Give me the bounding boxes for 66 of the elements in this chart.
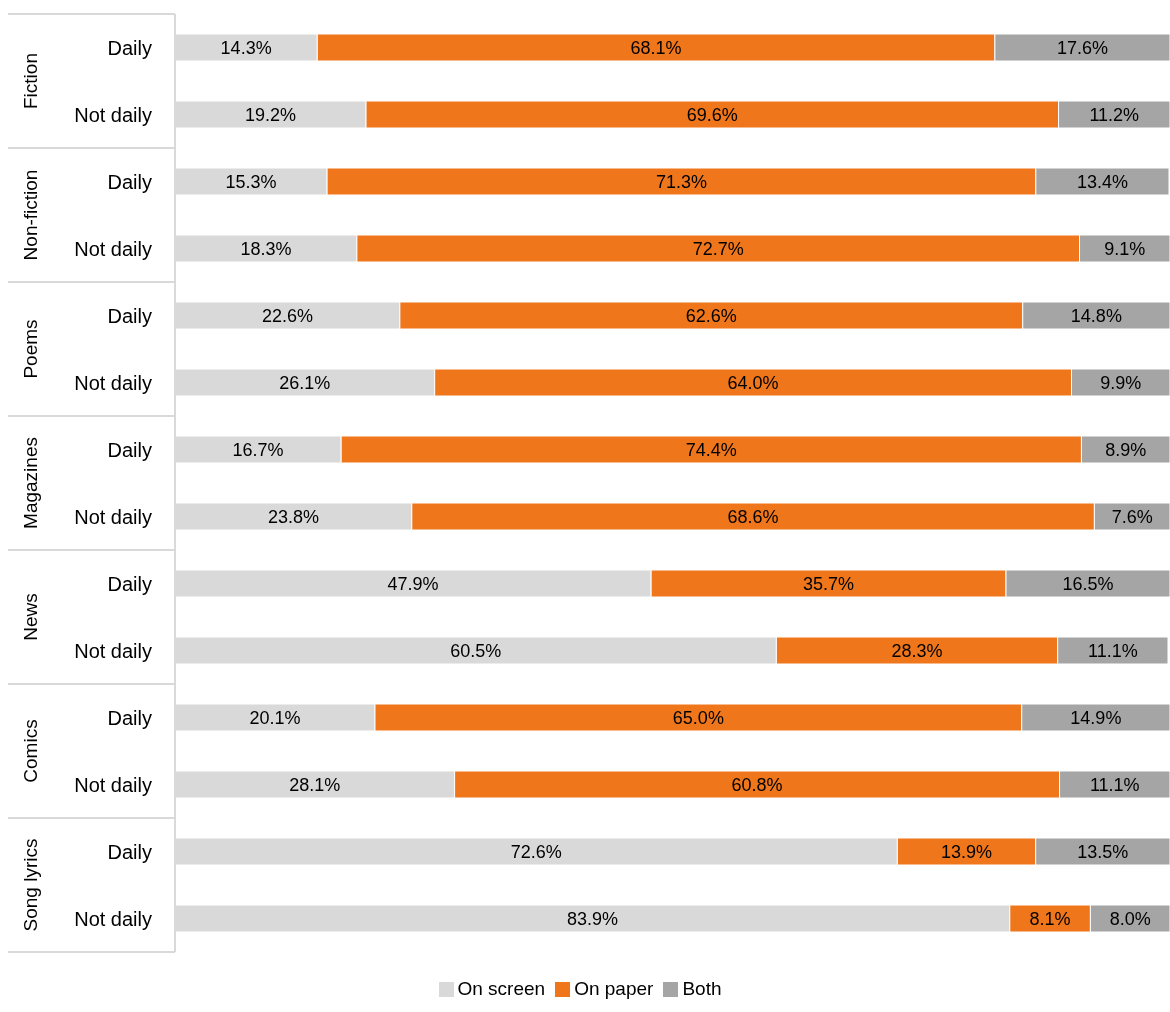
- data-label: 16.7%: [232, 439, 284, 460]
- data-label: 7.6%: [1111, 506, 1153, 527]
- data-label: 60.8%: [731, 774, 783, 795]
- y-tick-label: Daily: [107, 304, 152, 327]
- data-label: 9.1%: [1104, 238, 1146, 259]
- data-label: 8.1%: [1029, 908, 1071, 929]
- data-label: 28.3%: [891, 640, 943, 661]
- data-label: 13.5%: [1077, 841, 1129, 862]
- data-label: 47.9%: [387, 573, 439, 594]
- y-tick-label: Not daily: [74, 371, 152, 394]
- data-label: 22.6%: [261, 305, 313, 326]
- data-label: 68.6%: [727, 506, 779, 527]
- data-label: 71.3%: [655, 171, 707, 192]
- y-tick-label: Daily: [107, 706, 152, 729]
- y-tick-label: Not daily: [74, 639, 152, 662]
- y-axis-title: Fiction: [19, 53, 41, 109]
- data-label: 83.9%: [566, 908, 618, 929]
- data-label: 8.9%: [1105, 439, 1147, 460]
- y-axis-title: Non-fiction: [19, 169, 41, 261]
- data-label: 13.9%: [941, 841, 993, 862]
- y-tick-label: Not daily: [74, 237, 152, 260]
- y-tick-label: Daily: [107, 572, 152, 595]
- data-label: 23.8%: [267, 506, 319, 527]
- y-tick-label: Not daily: [74, 505, 152, 528]
- data-label: 8.0%: [1109, 908, 1151, 929]
- data-label: 11.1%: [1087, 640, 1138, 661]
- data-label: 72.7%: [692, 238, 744, 259]
- data-label: 14.9%: [1070, 707, 1122, 728]
- y-axis-title: News: [19, 593, 41, 641]
- y-tick-label: Not daily: [74, 103, 152, 126]
- legend-label: On screen: [457, 978, 546, 999]
- y-axis-title: Magazines: [19, 437, 41, 529]
- data-label: 72.6%: [510, 841, 562, 862]
- data-label: 11.1%: [1089, 774, 1140, 795]
- data-label: 19.2%: [245, 104, 297, 125]
- y-tick-label: Daily: [107, 840, 152, 863]
- y-tick-label: Daily: [107, 170, 152, 193]
- data-label: 15.3%: [225, 171, 277, 192]
- data-label: 69.6%: [686, 104, 738, 125]
- data-label: 35.7%: [803, 573, 855, 594]
- data-label: 65.0%: [672, 707, 724, 728]
- data-label: 9.9%: [1100, 372, 1142, 393]
- y-tick-label: Daily: [107, 438, 152, 461]
- y-tick-label: Not daily: [74, 907, 152, 930]
- y-axis-title: Comics: [19, 719, 41, 783]
- data-label: 16.5%: [1062, 573, 1114, 594]
- data-label: 26.1%: [279, 372, 331, 393]
- data-label: 14.8%: [1070, 305, 1122, 326]
- data-label: 17.6%: [1056, 37, 1108, 58]
- data-label: 60.5%: [450, 640, 502, 661]
- data-label: 11.2%: [1089, 104, 1140, 125]
- legend-label: Both: [682, 978, 722, 999]
- y-tick-label: Daily: [107, 36, 152, 59]
- data-label: 14.3%: [220, 37, 272, 58]
- data-label: 13.4%: [1076, 171, 1128, 192]
- data-label: 74.4%: [685, 439, 737, 460]
- data-label: 20.1%: [249, 707, 301, 728]
- data-label: 62.6%: [685, 305, 737, 326]
- data-label: 28.1%: [289, 774, 341, 795]
- data-label: 64.0%: [727, 372, 779, 393]
- data-label: 68.1%: [630, 37, 682, 58]
- data-label: 18.3%: [240, 238, 292, 259]
- y-axis-title: Song lyrics: [19, 838, 41, 932]
- y-tick-label: Not daily: [74, 773, 152, 796]
- y-axis-title: Poems: [19, 319, 41, 379]
- legend-label: On paper: [574, 978, 654, 999]
